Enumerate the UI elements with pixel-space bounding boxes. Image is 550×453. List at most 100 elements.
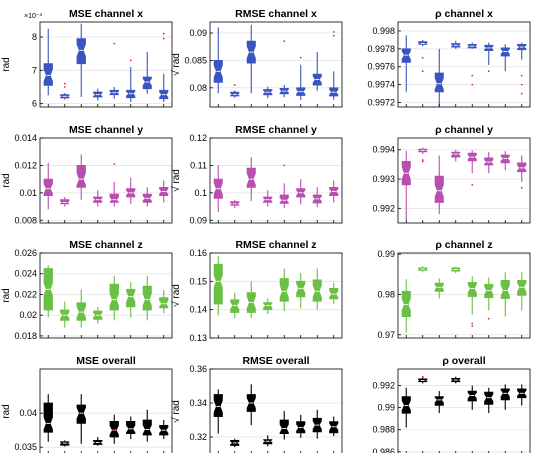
rmse-overall-axes	[209, 368, 343, 453]
mse-overall-axes	[39, 368, 173, 453]
mse-x-box-M8	[159, 32, 169, 102]
box-body	[401, 290, 411, 318]
rho-z-box-M5	[467, 276, 477, 327]
outlier-point	[129, 59, 132, 62]
rho-y-axes	[397, 137, 531, 224]
rho-overall-box-M5	[467, 385, 477, 410]
mse-x-panel: 6 7 8 MSE channel x rad ×10⁻³	[1, 8, 173, 109]
rho-x-box-M8	[517, 42, 527, 95]
outlier-point	[113, 42, 116, 45]
box-body	[76, 38, 86, 65]
rmse-z-box-M1	[213, 255, 223, 316]
mse-overall-box-M2	[60, 440, 70, 447]
outlier-point	[487, 317, 490, 320]
rho-y-ytick-label: 0.993	[372, 174, 395, 184]
outlier-point	[421, 160, 424, 163]
rmse-y-box-M4	[263, 190, 273, 207]
box-body	[434, 175, 444, 203]
outlier-point	[421, 56, 424, 59]
outlier-point	[63, 82, 66, 85]
box-body	[76, 404, 86, 424]
rmse-x-ylabel: √ rad	[170, 53, 182, 76]
box-body	[213, 263, 223, 305]
rmse-overall-ylabel: √ rad	[170, 400, 182, 423]
mse-overall-box-M5	[109, 414, 119, 444]
rho-z-box-M1	[401, 279, 411, 333]
mse-z-ylabel: rad	[1, 288, 12, 302]
rmse-overall-box-M1	[213, 389, 223, 434]
outlier-point	[520, 92, 523, 95]
rho-y-box-M5	[467, 150, 477, 186]
rmse-y-box-M6	[296, 179, 306, 205]
mse-z-box-M7	[142, 275, 152, 321]
rho-overall-box-M8	[517, 384, 527, 406]
mse-z-axes	[39, 252, 173, 339]
mse-overall-box-M3	[76, 394, 86, 444]
rho-z-ytick-label: 0.97	[377, 330, 395, 340]
rho-x-ytick-label: 0.9978	[367, 44, 395, 54]
rho-y-box-M8	[517, 155, 527, 189]
rmse-y-box-M2	[230, 199, 240, 208]
mse-x-title: MSE channel x	[69, 8, 143, 20]
rho-x-box-M6	[484, 42, 494, 73]
mse-overall-ytick-label: 0.04	[19, 408, 37, 418]
box-body	[159, 297, 169, 309]
box-body	[484, 283, 494, 299]
outlier-point	[471, 325, 474, 327]
rho-y-box-M6	[484, 152, 494, 174]
rho-z-box-M2	[418, 266, 428, 273]
mse-y-box-M5	[109, 163, 119, 207]
mse-y-box-M8	[159, 180, 169, 203]
outlier-point	[421, 375, 424, 378]
box-body	[467, 390, 477, 402]
mse-x-box-M4	[93, 88, 103, 101]
mse-y-box-M7	[142, 187, 152, 207]
box-body	[43, 63, 53, 86]
mse-overall-box-M6	[126, 416, 136, 440]
box-body	[484, 391, 494, 405]
rho-overall-ytick-label: 0.99	[377, 403, 395, 413]
rmse-z-box-M5	[279, 268, 289, 312]
rmse-x-box-M3	[246, 24, 256, 94]
mse-y-title: MSE channel y	[69, 124, 143, 136]
box-body	[126, 288, 136, 308]
rho-y-box-M3	[434, 155, 444, 215]
rmse-x-box-M7	[312, 52, 322, 91]
rho-z-box-M8	[517, 272, 527, 311]
mse-y-box-M3	[76, 154, 86, 200]
rho-z-title: ρ channel z	[435, 239, 492, 251]
rho-x-title: ρ channel x	[435, 8, 493, 20]
rmse-z-box-M8	[329, 282, 339, 304]
rho-z-ytick-label: 0.98	[377, 289, 395, 299]
rho-y-ytick-label: 0.994	[372, 145, 395, 155]
rmse-z-box-M7	[312, 268, 322, 310]
mse-z-panel: 0.018 0.02 0.022 0.024 0.026 MSE channel z rad	[1, 239, 173, 341]
outlier-point	[471, 322, 474, 325]
rho-overall-ytick-label: 0.986	[372, 447, 395, 453]
box-body	[434, 396, 444, 406]
mse-z-box-M4	[93, 306, 103, 324]
rmse-overall-box-M8	[329, 416, 339, 437]
outlier-point	[283, 410, 286, 413]
rho-x-panel: 0.9972 0.9974 0.9976 0.9978 0.998 ρ channel x	[367, 8, 531, 108]
box-body	[500, 279, 510, 299]
outlier-point	[421, 159, 424, 161]
rmse-overall-ytick-label: 0.32	[189, 432, 207, 442]
rho-y-box-M7	[500, 151, 510, 171]
box-body	[76, 302, 86, 321]
mse-y-axes	[39, 137, 173, 224]
rmse-overall-box-M5	[279, 410, 289, 440]
rho-y-box-M4	[451, 149, 461, 162]
rmse-overall-ytick-label: 0.36	[189, 364, 207, 374]
outlier-point	[162, 37, 165, 40]
rmse-y-ytick-label: 0.1	[194, 188, 207, 198]
rmse-z-ytick-label: 0.16	[189, 248, 207, 258]
rho-overall-box-M7	[500, 384, 510, 410]
rho-overall-box-M6	[484, 387, 494, 414]
mse-z-box-M6	[126, 282, 136, 318]
outlier-point	[233, 84, 236, 86]
rmse-overall-box-M7	[312, 409, 322, 439]
mse-overall-title: MSE overall	[76, 355, 136, 367]
rho-overall-box-M3	[434, 391, 444, 414]
rmse-overall-ytick-label: 0.34	[189, 398, 207, 408]
